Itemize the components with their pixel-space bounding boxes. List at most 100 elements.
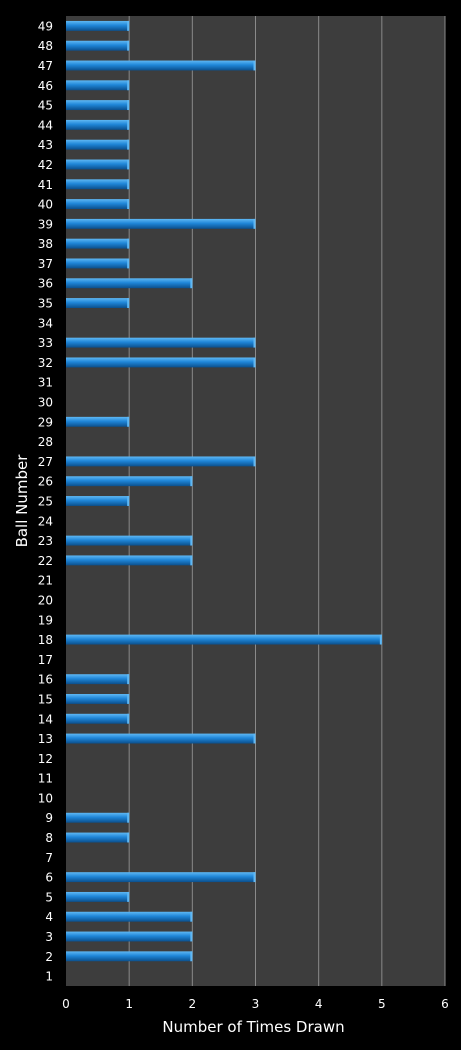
y-tick-label: 14 bbox=[38, 712, 53, 726]
bar-ball-23 bbox=[66, 535, 193, 546]
y-tick-label: 4 bbox=[45, 910, 53, 924]
bar-ball-36 bbox=[66, 278, 193, 289]
bar-end-cap bbox=[253, 733, 256, 744]
y-tick-label: 40 bbox=[38, 198, 53, 212]
bar-ball-27 bbox=[66, 456, 256, 467]
bar-ball-48 bbox=[66, 40, 130, 51]
y-tick-label: 25 bbox=[38, 495, 53, 509]
bar-end-cap bbox=[190, 555, 193, 566]
y-axis-title: Ball Number bbox=[13, 454, 31, 548]
y-tick-label: 31 bbox=[38, 376, 53, 390]
y-tick-label: 49 bbox=[38, 19, 53, 33]
y-tick-label: 9 bbox=[45, 811, 53, 825]
y-tick-label: 30 bbox=[38, 396, 53, 410]
bar-ball-32 bbox=[66, 357, 256, 368]
bar-ball-33 bbox=[66, 337, 256, 348]
bar-ball-37 bbox=[66, 258, 130, 269]
bar-end-cap bbox=[127, 891, 130, 902]
bar-end-cap bbox=[127, 179, 130, 190]
bar-ball-13 bbox=[66, 733, 256, 744]
bar-end-cap bbox=[127, 674, 130, 685]
y-tick-label: 20 bbox=[38, 593, 53, 607]
y-tick-label: 44 bbox=[38, 118, 53, 132]
x-tick-label: 5 bbox=[378, 997, 386, 1011]
y-tick-label: 43 bbox=[38, 138, 53, 152]
gridlines bbox=[128, 16, 446, 986]
bar-end-cap bbox=[127, 298, 130, 308]
bar-end-cap bbox=[127, 159, 130, 170]
bar-end-cap bbox=[190, 278, 193, 289]
bar-end-cap bbox=[127, 713, 130, 724]
y-tick-label: 42 bbox=[38, 158, 53, 172]
bar-ball-42 bbox=[66, 159, 130, 170]
bar-end-cap bbox=[253, 337, 256, 348]
x-tick-label: 2 bbox=[189, 997, 197, 1011]
bar-ball-47 bbox=[66, 60, 256, 71]
y-tick-label: 36 bbox=[38, 277, 53, 291]
bar-end-cap bbox=[190, 535, 193, 546]
y-tick-label: 3 bbox=[45, 930, 53, 944]
y-tick-label: 34 bbox=[38, 316, 53, 330]
y-tick-label: 26 bbox=[38, 475, 53, 489]
bar-end-cap bbox=[127, 100, 130, 111]
bar-ball-43 bbox=[66, 139, 130, 150]
y-tick-label: 23 bbox=[38, 534, 53, 548]
bar-ball-26 bbox=[66, 476, 193, 487]
bar-end-cap bbox=[379, 634, 382, 645]
bar-ball-4 bbox=[66, 911, 193, 922]
y-tick-label: 2 bbox=[45, 950, 53, 964]
y-tick-label: 21 bbox=[38, 574, 53, 588]
y-tick-label: 32 bbox=[38, 356, 53, 370]
y-tick-label: 10 bbox=[38, 791, 53, 805]
bar-ball-35 bbox=[66, 298, 130, 308]
x-tick-label: 1 bbox=[125, 997, 133, 1011]
y-tick-label: 27 bbox=[38, 455, 53, 469]
bar-ball-3 bbox=[66, 931, 193, 942]
x-axis-title: Number of Times Drawn bbox=[162, 1018, 344, 1036]
y-tick-label: 18 bbox=[38, 633, 53, 647]
bar-end-cap bbox=[127, 80, 130, 91]
bar-end-cap bbox=[253, 357, 256, 368]
y-tick-label: 45 bbox=[38, 99, 53, 113]
bar-end-cap bbox=[253, 218, 256, 229]
bar-end-cap bbox=[127, 496, 130, 506]
y-tick-label: 22 bbox=[38, 554, 53, 568]
bar-ball-49 bbox=[66, 20, 130, 31]
y-tick-label: 28 bbox=[38, 435, 53, 449]
bar-ball-5 bbox=[66, 891, 130, 902]
y-tick-label: 19 bbox=[38, 613, 53, 627]
y-tick-label: 1 bbox=[45, 970, 53, 984]
bars bbox=[66, 20, 382, 962]
bar-ball-18 bbox=[66, 634, 382, 645]
bar-ball-14 bbox=[66, 713, 130, 724]
y-tick-label: 39 bbox=[38, 217, 53, 231]
bar-ball-25 bbox=[66, 496, 130, 506]
bar-end-cap bbox=[190, 476, 193, 487]
bar-end-cap bbox=[253, 456, 256, 467]
bar-ball-46 bbox=[66, 80, 130, 91]
y-tick-label: 6 bbox=[45, 871, 53, 885]
bar-ball-22 bbox=[66, 555, 193, 566]
bar-ball-45 bbox=[66, 100, 130, 111]
bar-end-cap bbox=[127, 238, 130, 249]
bar-ball-41 bbox=[66, 179, 130, 190]
bar-end-cap bbox=[127, 199, 130, 210]
x-tick-label: 6 bbox=[441, 997, 449, 1011]
y-tick-label: 37 bbox=[38, 257, 53, 271]
y-tick-label: 38 bbox=[38, 237, 53, 251]
y-tick-label: 13 bbox=[38, 732, 53, 746]
bar-ball-40 bbox=[66, 199, 130, 210]
y-tick-label: 47 bbox=[38, 59, 53, 73]
bar-ball-8 bbox=[66, 832, 130, 843]
y-tick-label: 24 bbox=[38, 514, 53, 528]
bar-end-cap bbox=[253, 872, 256, 883]
bar-end-cap bbox=[127, 258, 130, 269]
bar-ball-16 bbox=[66, 674, 130, 685]
y-tick-label: 41 bbox=[38, 178, 53, 192]
y-tick-label: 12 bbox=[38, 752, 53, 766]
y-tick-label: 5 bbox=[45, 890, 53, 904]
bar-end-cap bbox=[190, 911, 193, 922]
bar-ball-29 bbox=[66, 416, 130, 427]
x-tick-labels: 0 1 2 3 4 5 6 bbox=[62, 997, 449, 1011]
